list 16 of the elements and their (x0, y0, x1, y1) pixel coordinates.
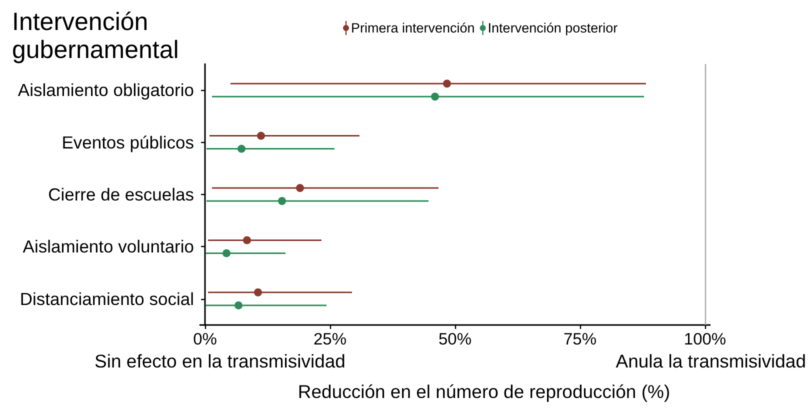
y-axis-title: Intervención gubernamental (12, 8, 179, 64)
x-tick-label: 75% (563, 330, 597, 348)
y-tick-label: Distanciamiento social (20, 288, 194, 309)
legend-label: Intervención posterior (488, 20, 618, 36)
legend-label: Primera intervención (351, 20, 475, 36)
text: Sin efecto en la transmisividad (94, 350, 346, 372)
x-tick-label: 25% (313, 330, 347, 348)
y-tick-label: Aislamiento voluntario (22, 236, 194, 257)
text: Anula la transmisividad (616, 350, 806, 372)
y-tick-label: Aislamiento obligatorio (18, 80, 194, 100)
y-tick-label: Cierre de escuelas (48, 184, 194, 204)
x-tick-label: 0% (193, 330, 218, 348)
x-tick-label: 100% (684, 330, 726, 348)
x-axis-title: Reducción en el número de reproducción (%) (298, 381, 670, 402)
x-tick-label: 50% (438, 330, 472, 348)
y-tick-label: Eventos públicos (62, 132, 194, 152)
